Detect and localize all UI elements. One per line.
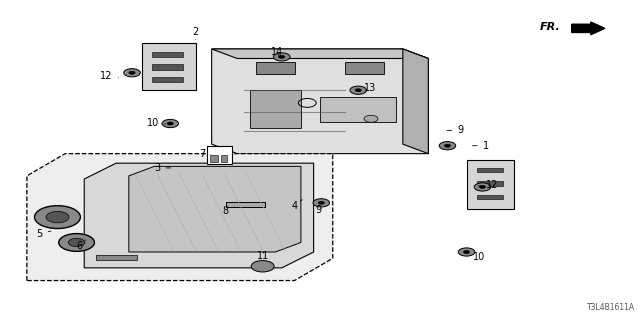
Circle shape (124, 69, 140, 77)
Polygon shape (212, 49, 428, 154)
Circle shape (278, 55, 285, 59)
Circle shape (251, 260, 274, 272)
Text: 10: 10 (465, 252, 485, 262)
Text: T3L4B1611A: T3L4B1611A (588, 303, 636, 312)
Text: 5: 5 (36, 228, 51, 239)
Text: 1: 1 (472, 141, 489, 151)
Text: 12: 12 (478, 180, 498, 190)
Text: 10: 10 (147, 117, 166, 128)
Text: 14: 14 (271, 46, 283, 57)
Bar (152, 77, 183, 82)
Text: 11: 11 (257, 251, 269, 261)
Bar (320, 97, 396, 122)
Circle shape (439, 142, 456, 150)
Polygon shape (403, 49, 428, 154)
Text: 12: 12 (100, 71, 118, 81)
Circle shape (129, 71, 135, 74)
Polygon shape (84, 163, 314, 268)
Circle shape (68, 238, 85, 247)
Text: 4: 4 (291, 200, 302, 211)
Circle shape (355, 89, 362, 92)
Bar (226, 202, 265, 207)
Text: 9: 9 (316, 205, 322, 215)
Text: 9: 9 (447, 125, 463, 135)
Bar (96, 255, 137, 260)
Circle shape (59, 234, 95, 252)
Bar (152, 64, 183, 69)
Text: 13: 13 (357, 83, 376, 93)
Polygon shape (467, 160, 515, 209)
Bar (207, 146, 232, 164)
Circle shape (318, 201, 324, 204)
Bar (256, 62, 294, 74)
Bar (346, 62, 384, 74)
Circle shape (162, 119, 179, 128)
Polygon shape (129, 166, 301, 252)
Text: 6: 6 (76, 240, 86, 251)
Circle shape (474, 183, 491, 191)
Text: 3: 3 (154, 163, 171, 173)
Bar (477, 195, 503, 199)
Bar (152, 52, 183, 57)
Polygon shape (27, 154, 333, 281)
Circle shape (167, 122, 173, 125)
Circle shape (479, 185, 486, 188)
Text: FR.: FR. (540, 22, 561, 32)
Circle shape (444, 144, 451, 147)
Bar (221, 155, 227, 162)
Circle shape (273, 53, 290, 61)
Circle shape (458, 248, 475, 256)
Bar (477, 181, 503, 186)
Bar (250, 90, 301, 128)
Polygon shape (141, 43, 196, 90)
Bar (210, 155, 218, 162)
FancyArrow shape (572, 22, 605, 35)
Circle shape (46, 212, 69, 223)
Text: 2: 2 (193, 27, 199, 39)
Text: 7: 7 (199, 149, 211, 159)
Polygon shape (212, 49, 428, 59)
Circle shape (313, 199, 330, 207)
Text: 8: 8 (223, 206, 235, 216)
Circle shape (364, 115, 378, 122)
Circle shape (350, 86, 367, 94)
Circle shape (463, 251, 470, 253)
Circle shape (35, 206, 81, 228)
Bar (477, 168, 503, 172)
